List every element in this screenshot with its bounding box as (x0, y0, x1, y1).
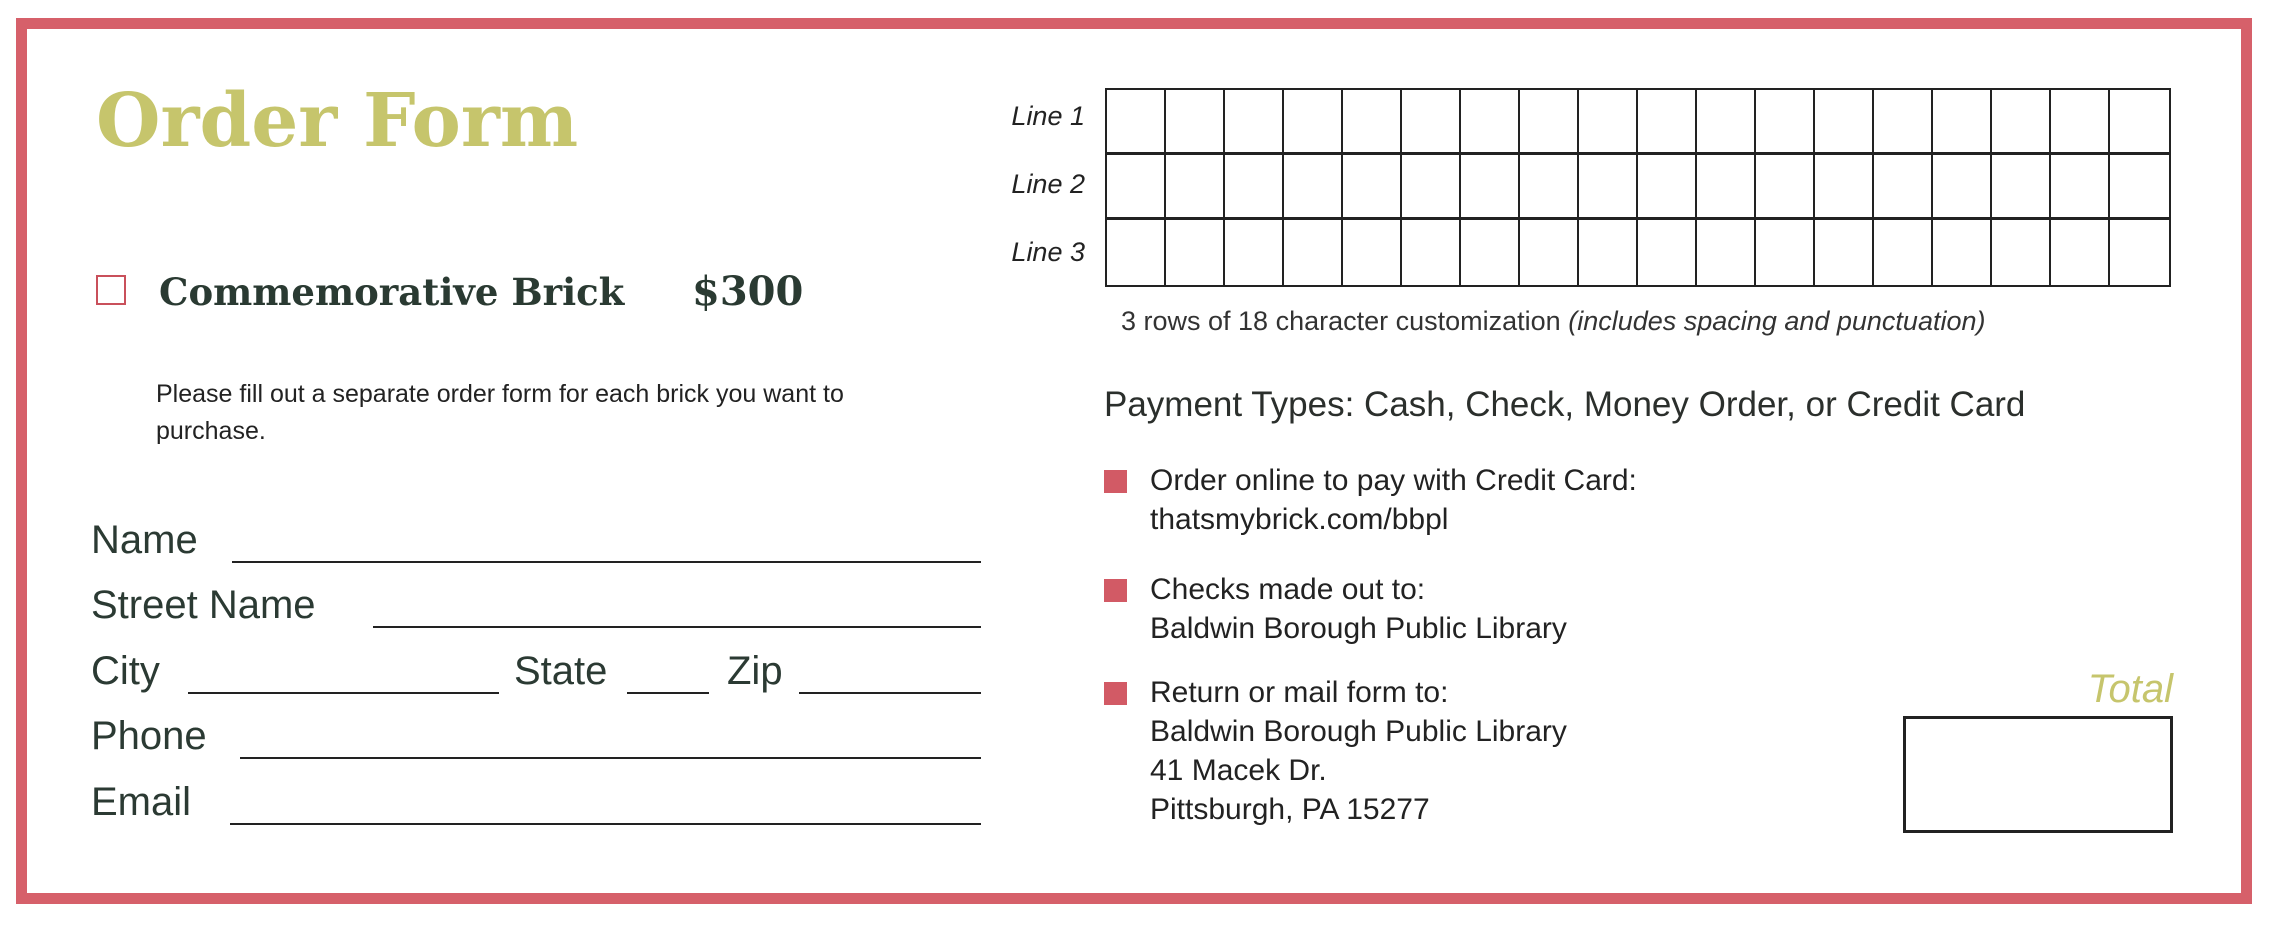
character-cell[interactable] (1107, 155, 1166, 220)
character-cell[interactable] (1756, 155, 1815, 220)
character-cell[interactable] (1579, 220, 1638, 285)
character-cell[interactable] (1402, 220, 1461, 285)
total-label: Total (2087, 667, 2173, 711)
character-cell[interactable] (1107, 220, 1166, 285)
character-cell[interactable] (1579, 155, 1638, 220)
character-cell[interactable] (1697, 90, 1756, 155)
name-field[interactable] (232, 561, 981, 563)
city-label: City (91, 649, 160, 693)
character-cell[interactable] (1933, 90, 1992, 155)
email-field[interactable] (230, 823, 981, 825)
phone-field[interactable] (240, 757, 981, 759)
line-2-label: Line 2 (1011, 169, 1085, 199)
character-cell[interactable] (1815, 90, 1874, 155)
email-label: Email (91, 780, 192, 824)
name-label: Name (91, 518, 198, 562)
character-cell[interactable] (2051, 90, 2110, 155)
character-cell[interactable] (1697, 220, 1756, 285)
caption-text: 3 rows of 18 character customization (1121, 306, 1561, 336)
character-cell[interactable] (1225, 155, 1284, 220)
address-line: 41 Macek Dr. (1150, 754, 1327, 787)
character-cell[interactable] (1638, 90, 1697, 155)
character-cell[interactable] (1461, 220, 1520, 285)
character-cell[interactable] (1874, 155, 1933, 220)
phone-label: Phone (91, 714, 207, 758)
character-cell[interactable] (1402, 90, 1461, 155)
address-line: Pittsburgh, PA 15277 (1150, 793, 1430, 826)
character-cell[interactable] (1166, 155, 1225, 220)
street-field[interactable] (373, 626, 981, 628)
character-cell[interactable] (1520, 220, 1579, 285)
character-cell[interactable] (1225, 90, 1284, 155)
character-cell[interactable] (1402, 155, 1461, 220)
website-link[interactable]: thatsmybrick.com/bbpl (1150, 503, 1449, 536)
character-cell[interactable] (1756, 90, 1815, 155)
character-cell[interactable] (1343, 155, 1402, 220)
character-cell[interactable] (1874, 90, 1933, 155)
character-cell[interactable] (1343, 90, 1402, 155)
character-cell[interactable] (1343, 220, 1402, 285)
character-cell[interactable] (1520, 90, 1579, 155)
character-cell[interactable] (2110, 220, 2169, 285)
character-cell[interactable] (1815, 220, 1874, 285)
character-cell[interactable] (1166, 90, 1225, 155)
character-cell[interactable] (1933, 220, 1992, 285)
character-cell[interactable] (1284, 90, 1343, 155)
payment-types: Payment Types: Cash, Check, Money Order,… (1104, 385, 2026, 424)
character-cell[interactable] (1992, 220, 2051, 285)
character-cell[interactable] (1756, 220, 1815, 285)
character-cell[interactable] (2110, 155, 2169, 220)
item-heading: Order online to pay with Credit Card: (1150, 464, 1637, 497)
total-field[interactable] (1903, 716, 2173, 833)
product-price: $300 (692, 268, 804, 315)
character-cell[interactable] (1874, 220, 1933, 285)
address-line: Baldwin Borough Public Library (1150, 715, 1567, 748)
character-cell[interactable] (1638, 220, 1697, 285)
state-field[interactable] (627, 692, 709, 694)
zip-label: Zip (727, 649, 783, 693)
inscription-grid[interactable] (1105, 88, 2171, 287)
bullet-square-icon (1104, 682, 1127, 705)
character-cell[interactable] (1461, 90, 1520, 155)
character-cell[interactable] (1815, 155, 1874, 220)
character-cell[interactable] (1579, 90, 1638, 155)
payment-item-checks: Checks made out to: Baldwin Borough Publ… (1150, 570, 1567, 648)
grid-caption: 3 rows of 18 character customization (in… (1121, 306, 1986, 337)
city-field[interactable] (188, 692, 499, 694)
brick-checkbox[interactable] (96, 275, 126, 305)
item-heading: Return or mail form to: (1150, 676, 1449, 709)
character-cell[interactable] (1992, 155, 2051, 220)
street-label: Street Name (91, 583, 316, 627)
character-cell[interactable] (2051, 155, 2110, 220)
line-3-label: Line 3 (1011, 237, 1085, 267)
character-cell[interactable] (1992, 90, 2051, 155)
product-label: Commemorative Brick (159, 270, 625, 314)
line-1-label: Line 1 (1011, 101, 1085, 131)
character-cell[interactable] (1225, 220, 1284, 285)
character-cell[interactable] (1933, 155, 1992, 220)
character-cell[interactable] (1107, 90, 1166, 155)
character-cell[interactable] (1461, 155, 1520, 220)
character-cell[interactable] (2110, 90, 2169, 155)
page-title: Order Form (96, 78, 579, 164)
form-border (16, 18, 2252, 904)
zip-field[interactable] (799, 692, 981, 694)
character-cell[interactable] (1520, 155, 1579, 220)
character-cell[interactable] (2051, 220, 2110, 285)
payment-item-mail: Return or mail form to: Baldwin Borough … (1150, 673, 1567, 829)
character-cell[interactable] (1166, 220, 1225, 285)
payment-item-online: Order online to pay with Credit Card: th… (1150, 461, 1637, 539)
character-cell[interactable] (1284, 155, 1343, 220)
item-heading: Checks made out to: (1150, 573, 1426, 606)
instruction-note: Please fill out a separate order form fo… (156, 380, 844, 445)
character-cell[interactable] (1697, 155, 1756, 220)
character-cell[interactable] (1284, 220, 1343, 285)
state-label: State (514, 649, 608, 693)
payee: Baldwin Borough Public Library (1150, 612, 1567, 645)
caption-note: (includes spacing and punctuation) (1568, 306, 1986, 336)
bullet-square-icon (1104, 470, 1127, 493)
bullet-square-icon (1104, 579, 1127, 602)
character-cell[interactable] (1638, 155, 1697, 220)
